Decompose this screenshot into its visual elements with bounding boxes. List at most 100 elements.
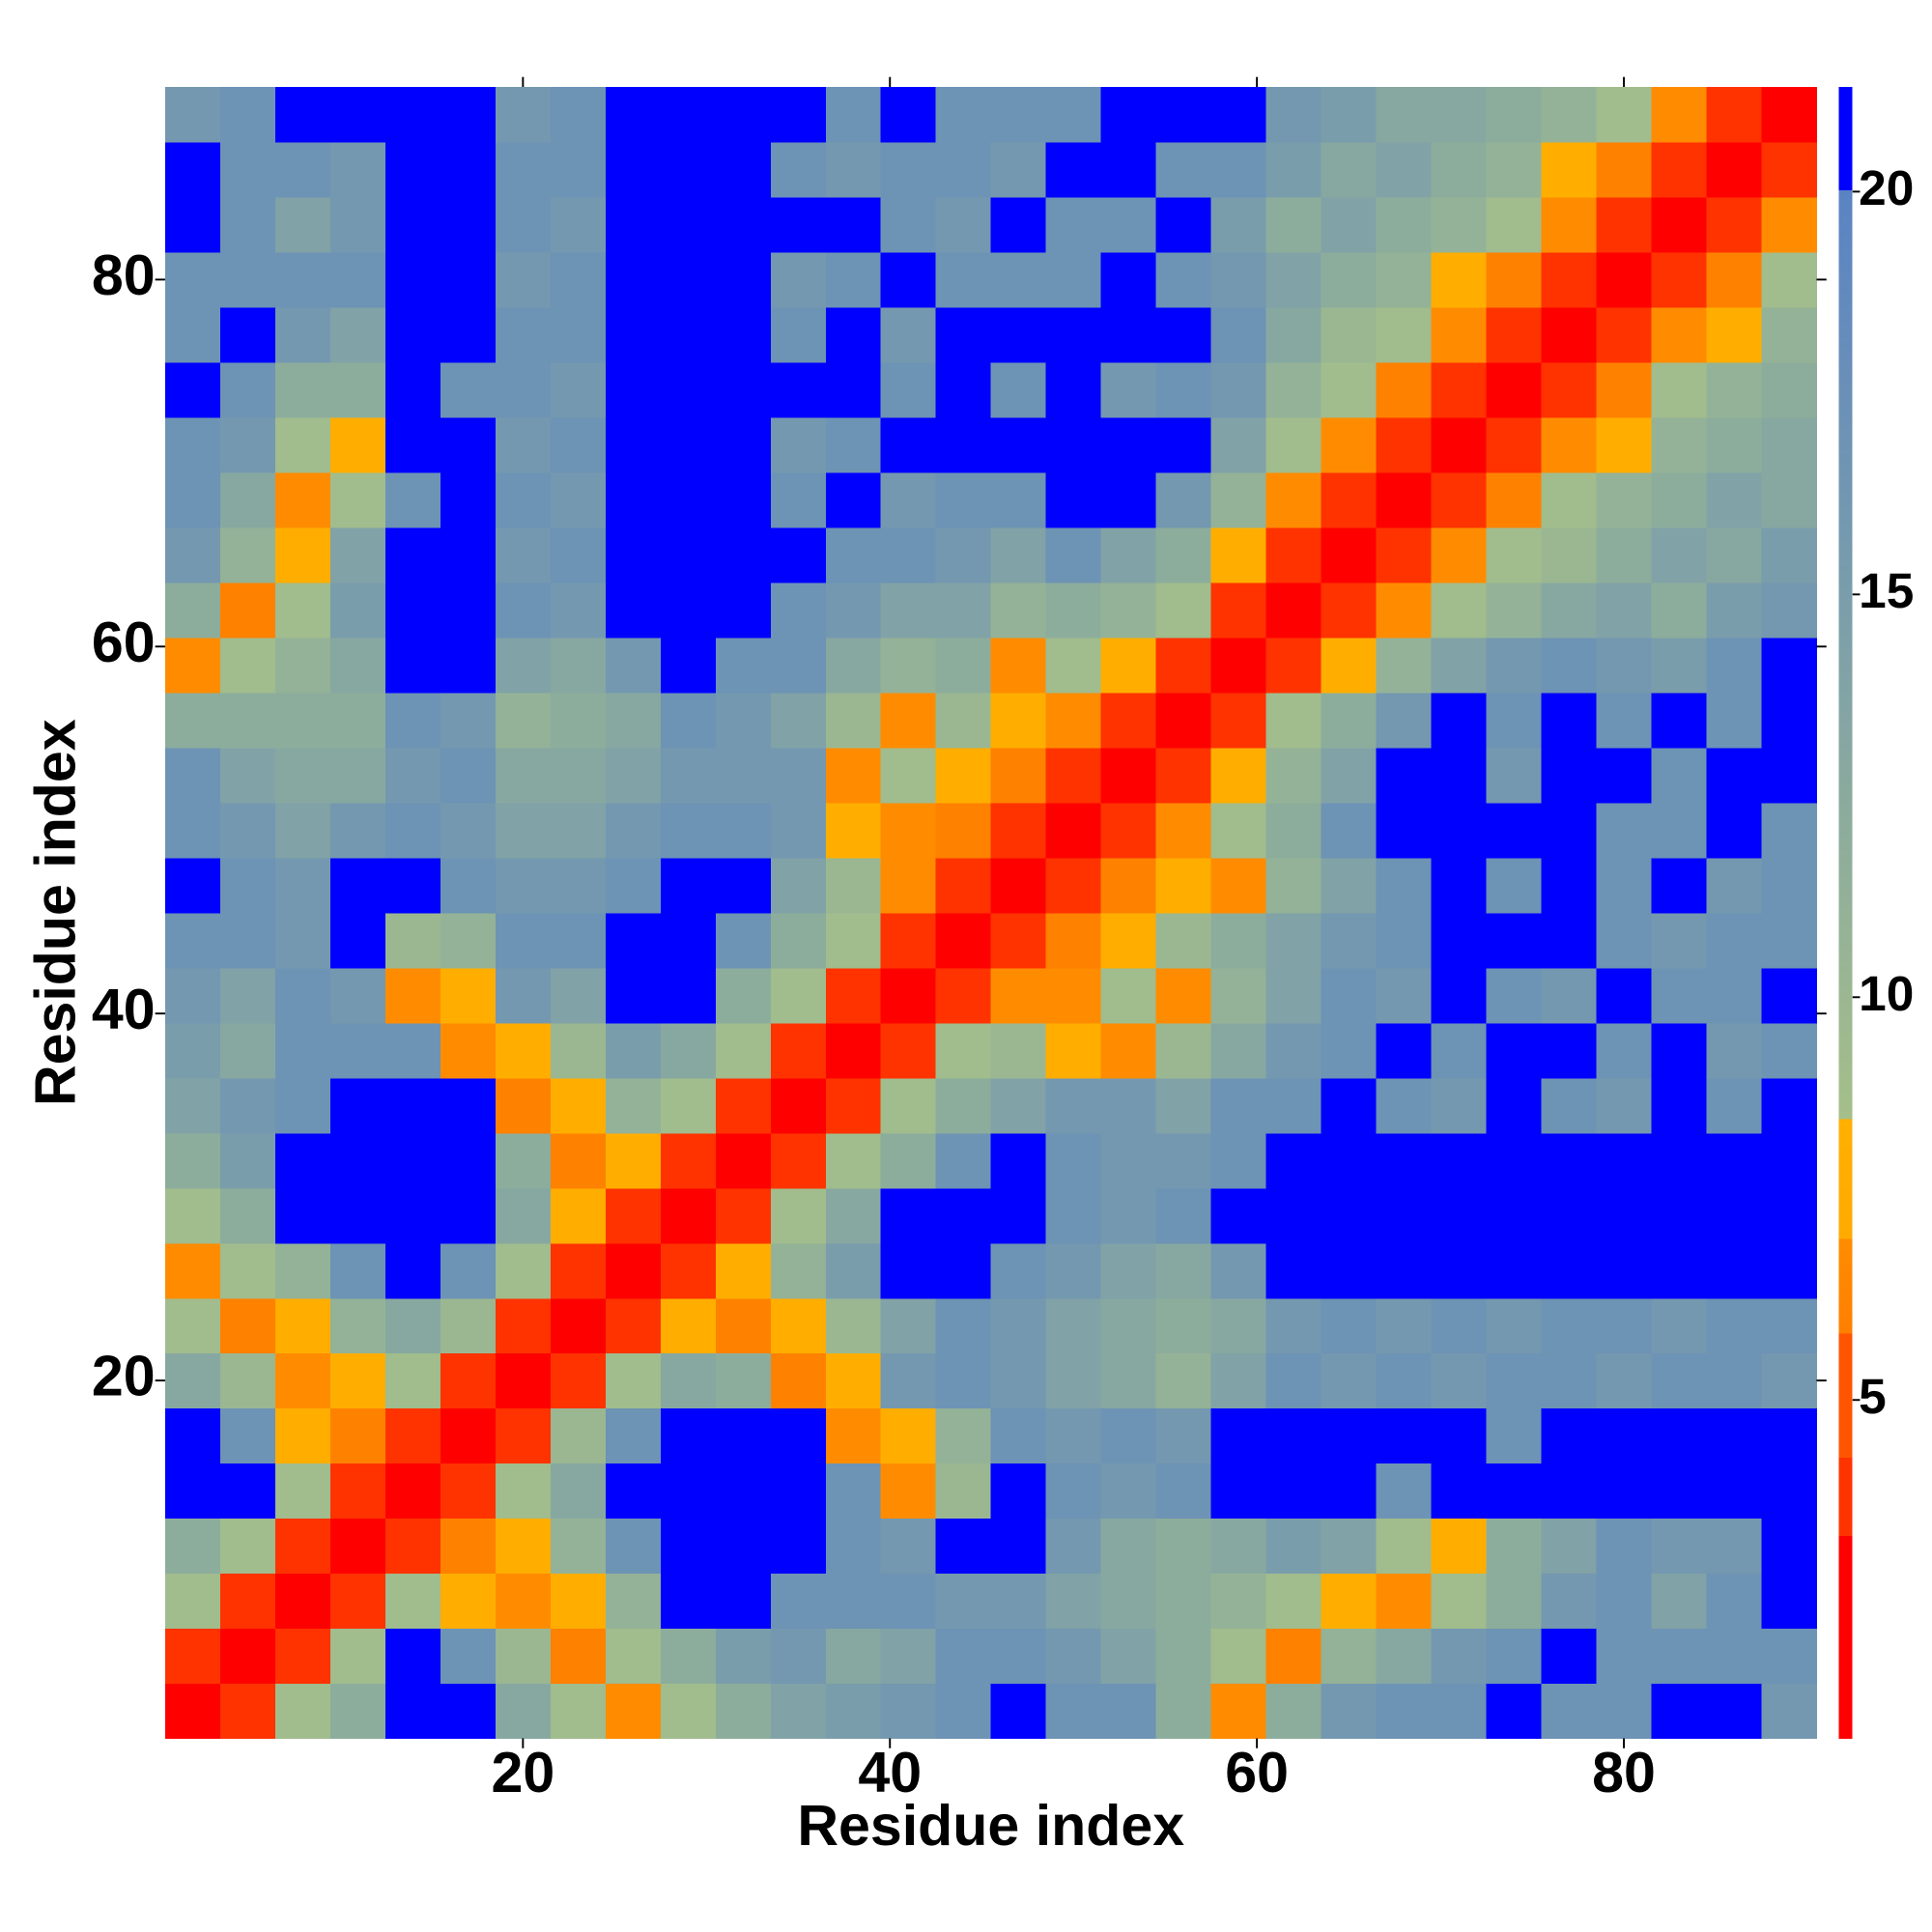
cell [329,857,386,914]
colorbar-step [1838,1676,1853,1682]
cell [1706,582,1763,639]
cell [495,1352,552,1409]
cell [1596,251,1653,308]
cell [1651,1132,1708,1189]
cell [935,1132,992,1189]
cell [274,141,331,198]
cell [440,471,497,528]
colorbar-step [1838,545,1853,551]
cell [1486,857,1543,914]
cell [605,306,662,363]
cell [1210,1518,1267,1575]
colorbar-step [1838,1465,1853,1471]
cell [715,1077,772,1134]
cell [274,1683,331,1740]
cell [274,1352,331,1409]
cell [1045,416,1102,473]
colorbar-step [1838,937,1853,943]
cell [495,361,552,418]
cell [1761,1683,1818,1740]
cell [550,1077,607,1134]
y-tick-label: 80 [92,242,156,307]
cell [1321,857,1378,914]
cell [274,1628,331,1685]
cell [935,1407,992,1464]
colorbar-step [1838,218,1853,224]
cell [1486,1407,1543,1464]
cell [990,1407,1047,1464]
cell [384,141,441,198]
colorbar-step [1838,694,1853,699]
cell [715,912,772,969]
cell [495,471,552,528]
cell [495,1077,552,1134]
colorbar-step [1838,723,1853,728]
cell [274,526,331,583]
colorbar-step [1838,899,1853,905]
cell [1321,1683,1378,1740]
cell [990,1022,1047,1079]
cell [384,582,441,639]
colorbar-step [1838,672,1853,678]
cell [880,361,937,418]
colorbar-step [1838,701,1853,707]
cell [1651,747,1708,804]
colorbar-step [1838,928,1853,934]
cell [1486,1352,1543,1409]
colorbar-step [1838,1511,1853,1517]
colorbar-step [1838,1044,1853,1050]
cell [715,692,772,749]
cell [384,306,441,363]
cell [1155,1518,1212,1575]
cell [825,1132,882,1189]
cell [384,1187,441,1244]
cell [274,1132,331,1189]
cell [384,1242,441,1299]
colorbar-step [1838,1494,1853,1500]
cell [1210,1077,1267,1134]
cell [605,1132,662,1189]
cell [1651,251,1708,308]
cell [660,251,717,308]
cell [1541,1132,1598,1189]
cell [164,582,221,639]
cell [1596,1132,1653,1189]
cell [935,747,992,804]
cell [329,1573,386,1630]
cell [495,1242,552,1299]
cell [605,1683,662,1740]
cell [440,1628,497,1685]
cell [550,1352,607,1409]
cell [935,141,992,198]
cell [825,141,882,198]
colorbar-step [1838,1296,1853,1302]
cell [1376,1297,1433,1354]
cell [164,1518,221,1575]
cell [1706,1187,1763,1244]
cell [440,747,497,804]
cell [440,1242,497,1299]
cell [1431,1518,1488,1575]
cell [1210,582,1267,639]
colorbar-step [1838,1391,1853,1397]
cell [605,1242,662,1299]
colorbar-step [1838,780,1853,785]
colorbar-step [1838,979,1853,984]
cell [274,471,331,528]
colorbar-step [1838,392,1853,398]
cell [1265,637,1322,694]
cell [329,196,386,253]
cell [550,526,607,583]
cell [1045,1352,1102,1409]
cell [1045,1077,1102,1134]
cell [440,1463,497,1520]
cell [550,637,607,694]
cell [164,967,221,1024]
cell [440,967,497,1024]
colorbar-step [1838,1602,1853,1607]
colorbar-step [1838,371,1853,377]
cell [329,582,386,639]
cell [880,1683,937,1740]
cell [1100,747,1157,804]
